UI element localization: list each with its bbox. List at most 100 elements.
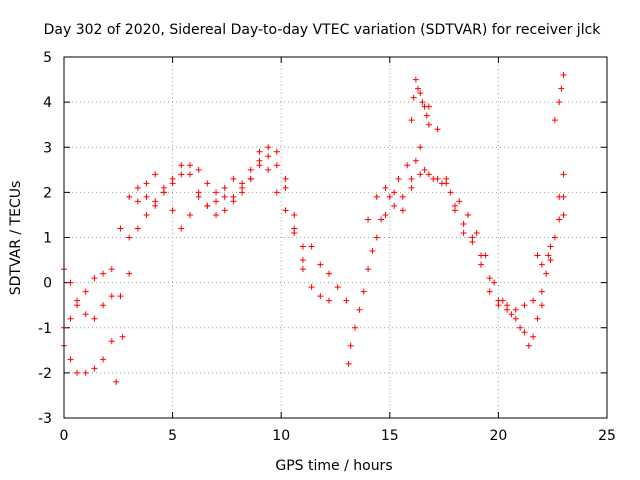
data-point	[556, 99, 563, 106]
data-point	[478, 261, 485, 268]
data-point	[556, 193, 563, 200]
data-point	[67, 356, 74, 363]
data-point	[82, 311, 89, 318]
data-point	[365, 266, 372, 273]
data-point	[360, 288, 367, 295]
data-point	[356, 306, 363, 313]
data-point	[67, 279, 74, 286]
data-point	[560, 171, 567, 178]
data-point	[551, 234, 558, 241]
y-tick-label: 1	[43, 231, 52, 247]
data-point	[404, 162, 411, 169]
data-point	[373, 234, 380, 241]
data-point	[547, 257, 554, 264]
x-tick-label: 0	[60, 428, 69, 444]
data-point	[299, 257, 306, 264]
data-point	[204, 180, 211, 187]
data-point	[421, 103, 428, 110]
data-point	[456, 198, 463, 205]
data-point	[545, 252, 552, 259]
data-point	[119, 333, 126, 340]
data-point	[534, 252, 541, 259]
data-point	[538, 288, 545, 295]
data-point	[334, 284, 341, 291]
data-point	[417, 171, 424, 178]
series-track-c	[61, 144, 306, 376]
data-point	[82, 288, 89, 295]
data-point	[291, 229, 298, 236]
data-point	[373, 193, 380, 200]
y-tick-label: 2	[43, 185, 52, 201]
data-point	[299, 266, 306, 273]
data-point	[143, 211, 150, 218]
data-point	[556, 216, 563, 223]
data-point	[213, 189, 220, 196]
data-point	[325, 297, 332, 304]
data-point	[521, 329, 528, 336]
x-tick-label: 10	[272, 428, 290, 444]
data-point	[408, 117, 415, 124]
data-point	[538, 302, 545, 309]
data-point	[395, 175, 402, 182]
data-point	[308, 243, 315, 250]
data-point	[464, 211, 471, 218]
data-point	[265, 144, 272, 151]
data-point	[282, 184, 289, 191]
data-point	[239, 184, 246, 191]
data-point	[412, 157, 419, 164]
data-point	[113, 378, 120, 385]
data-point	[410, 94, 417, 101]
data-point	[256, 148, 263, 155]
data-point	[178, 225, 185, 232]
series-track-g	[408, 76, 432, 128]
data-point	[558, 85, 565, 92]
data-point	[365, 216, 372, 223]
data-point	[478, 252, 485, 259]
data-point	[247, 166, 254, 173]
data-point	[186, 211, 193, 218]
data-point	[443, 175, 450, 182]
data-point	[186, 162, 193, 169]
data-point	[460, 229, 467, 236]
data-point	[408, 184, 415, 191]
data-point	[378, 216, 385, 223]
data-point	[221, 207, 228, 214]
y-tick-label: -2	[38, 366, 52, 382]
data-point	[391, 202, 398, 209]
data-point	[282, 207, 289, 214]
data-point	[417, 90, 424, 97]
data-point	[434, 126, 441, 133]
y-axis-label: SDTVAR / TECUs	[8, 181, 24, 296]
data-point	[521, 302, 528, 309]
data-point	[560, 211, 567, 218]
data-point	[204, 202, 211, 209]
series-track-f	[365, 103, 567, 340]
x-tick-label: 15	[381, 428, 399, 444]
chart-title: Day 302 of 2020, Sidereal Day-to-day VTE…	[44, 22, 602, 38]
data-point	[417, 144, 424, 151]
data-point	[386, 193, 393, 200]
data-point	[434, 175, 441, 182]
data-point	[221, 184, 228, 191]
data-point	[423, 112, 430, 119]
data-point	[460, 220, 467, 227]
data-point	[486, 275, 493, 282]
y-tick-label: -3	[38, 411, 52, 427]
data-point	[399, 207, 406, 214]
data-point	[345, 360, 352, 367]
data-point	[491, 279, 498, 286]
data-point	[169, 175, 176, 182]
axis-ticks: 0 5 10 15 20 25 -3 -2 -1 0 1 2 3 4 5	[38, 50, 616, 444]
data-point	[419, 99, 426, 106]
data-point	[186, 171, 193, 178]
data-point	[308, 284, 315, 291]
data-point	[82, 369, 89, 376]
data-point	[425, 171, 432, 178]
data-point	[399, 193, 406, 200]
data-point	[178, 171, 185, 178]
data-point	[143, 193, 150, 200]
data-point	[169, 207, 176, 214]
data-point	[317, 293, 324, 300]
data-point	[486, 288, 493, 295]
data-point	[108, 338, 115, 345]
